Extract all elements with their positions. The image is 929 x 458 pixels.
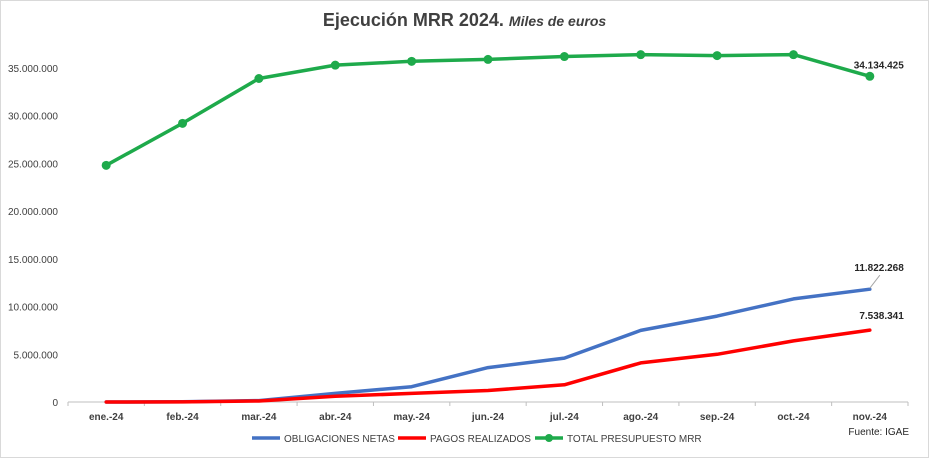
- legend-label: TOTAL PRESUPUESTO MRR: [567, 434, 702, 445]
- x-tick-label: abr.-24: [319, 412, 352, 423]
- data-point: [636, 50, 646, 60]
- series-line-2: [104, 52, 872, 168]
- chart-title: Ejecución MRR 2024. Miles de euros: [0, 10, 929, 31]
- x-tick-label: nov.-24: [853, 412, 888, 423]
- x-tick-label: may.-24: [393, 412, 430, 423]
- legend: OBLIGACIONES NETAS PAGOS REALIZADOS TOTAL …: [252, 434, 702, 445]
- data-point: [407, 56, 417, 66]
- data-point: [788, 50, 798, 60]
- x-tick-label: oct.-24: [777, 412, 810, 423]
- y-tick-label: 5.000.000: [14, 350, 59, 361]
- series-line-1: [104, 328, 872, 404]
- data-point: [483, 54, 493, 64]
- data-labels: 11.822.268 7.538.341 34.134.425: [854, 60, 904, 322]
- chart-title-main: Ejecución MRR 2024.: [322, 10, 504, 30]
- data-point: [254, 73, 264, 83]
- x-tick-label: sep.-24: [700, 412, 735, 423]
- data-point: [865, 71, 875, 81]
- label-leader-line: [869, 274, 881, 289]
- y-tick-label: 30.000.000: [8, 112, 58, 123]
- y-tick-label: 0: [52, 398, 58, 409]
- legend-marker: [545, 434, 553, 442]
- data-point: [178, 118, 188, 128]
- x-tick-label: jun.-24: [471, 412, 505, 423]
- legend-label: PAGOS REALIZADOS: [430, 434, 531, 445]
- y-tick-label: 10.000.000: [8, 303, 58, 314]
- data-point: [559, 52, 569, 62]
- x-axis: ene.-24 feb.-24 mar.-24 abr.-24 may.-24 jun.-…: [67, 401, 909, 423]
- data-point: [330, 60, 340, 70]
- x-tick-label: ago.-24: [623, 412, 658, 423]
- legend-label: OBLIGACIONES NETAS: [284, 434, 395, 445]
- x-tick-label: mar.-24: [241, 412, 276, 423]
- source-note: Fuente: IGAE: [848, 427, 909, 438]
- data-point: [101, 160, 111, 170]
- y-tick-label: 15.000.000: [8, 255, 58, 266]
- series-layer: [101, 50, 875, 404]
- data-label: 7.538.341: [859, 311, 904, 322]
- chart-subtitle: Miles de euros: [508, 13, 607, 29]
- x-tick-label: ene.-24: [89, 412, 124, 423]
- data-label: 34.134.425: [854, 60, 904, 71]
- data-point: [712, 51, 722, 61]
- x-tick-label: feb.-24: [166, 412, 199, 423]
- y-tick-label: 25.000.000: [8, 159, 58, 170]
- x-tick-label: jul.-24: [549, 412, 579, 423]
- series-line-0: [104, 287, 872, 404]
- y-axis: 0 5.000.000 10.000.000 15.000.000 20.000.000…: [8, 64, 59, 409]
- data-label: 11.822.268: [854, 263, 904, 274]
- y-tick-label: 20.000.000: [8, 207, 58, 218]
- y-tick-label: 35.000.000: [8, 64, 58, 75]
